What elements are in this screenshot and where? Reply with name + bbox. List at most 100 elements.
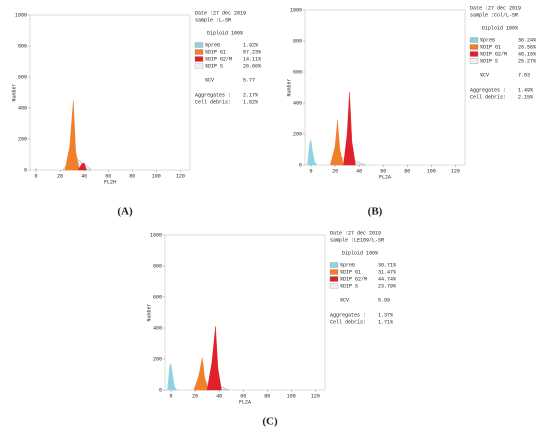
legend-name: %DIP S — [205, 63, 223, 69]
legend-swatch — [194, 63, 204, 69]
y-tick-label: 200 — [153, 356, 162, 362]
legend-swatch — [194, 56, 204, 62]
x-tick-label: 0 — [170, 393, 173, 399]
x-tick-label: 120 — [176, 173, 185, 179]
legend-swatch — [329, 276, 339, 282]
y-tick-label: 400 — [18, 105, 27, 111]
x-tick-label: 60 — [380, 168, 386, 174]
debris: 2.15% — [518, 94, 533, 100]
plot-frame — [164, 234, 326, 391]
legend-stat: 57.23% — [243, 49, 261, 55]
debris-label: Cell debris: — [195, 99, 231, 105]
x-tick-label: 60 — [105, 173, 111, 179]
y-tick-label: 1000 — [150, 232, 162, 238]
date: Date :27 dec 2019 — [470, 5, 521, 11]
y-tick-label: 1000 — [15, 12, 27, 18]
x-tick-label: 40 — [356, 168, 362, 174]
legend-stat: 31.47% — [378, 269, 396, 275]
histogram-peak — [167, 363, 178, 391]
sample: sample :L-SR — [195, 17, 231, 23]
legend-swatch — [194, 49, 204, 55]
caption: (B) — [368, 206, 383, 218]
y-tick-label: 200 — [293, 131, 302, 137]
legend-stat: 23.79% — [378, 283, 396, 289]
y-tick-label: 0 — [299, 162, 302, 168]
cv-label: %CV — [205, 77, 214, 83]
aggregates-label: Aggregates : — [195, 92, 231, 98]
y-axis-label: Number — [146, 303, 152, 321]
legend-name: %DIP G2/M — [205, 56, 232, 62]
diploid: Diploid 100% — [482, 25, 518, 31]
histogram-peak — [193, 357, 209, 391]
x-tick-label: 0 — [310, 168, 313, 174]
legend-name: %DIP G1 — [480, 44, 501, 50]
x-tick-label: 0 — [35, 173, 38, 179]
diploid: Diploid 100% — [342, 250, 378, 256]
legend-swatch — [469, 44, 479, 50]
legend-name: %DIP S — [340, 283, 358, 289]
x-axis-label: FL2A — [379, 174, 391, 180]
y-tick-label: 0 — [159, 387, 162, 393]
debris-label: Cell debris: — [470, 94, 506, 100]
legend-stat: 36.24% — [518, 37, 536, 43]
x-axis-label: FL2H — [104, 179, 116, 185]
y-axis-label: Number — [286, 78, 292, 96]
x-tick-label: 100 — [152, 173, 161, 179]
date: Date :27 dec 2019 — [195, 10, 246, 16]
plot-frame — [29, 14, 191, 171]
histogram-peak — [330, 120, 344, 166]
y-axis-label: Number — [11, 83, 17, 101]
y-tick-label: 200 — [18, 136, 27, 142]
legend-swatch — [469, 51, 479, 57]
legend-swatch — [329, 262, 339, 268]
x-tick-label: 20 — [332, 168, 338, 174]
histogram-peak — [307, 139, 318, 166]
y-tick-label: 800 — [18, 43, 27, 49]
debris: 1.82% — [243, 99, 258, 105]
legend-name: %DIP G1 — [340, 269, 361, 275]
histogram-peak — [34, 168, 38, 171]
aggregates-label: Aggregates : — [470, 87, 506, 93]
x-tick-label: 80 — [404, 168, 410, 174]
legend-swatch — [329, 269, 339, 275]
legend-swatch — [469, 37, 479, 43]
legend-stat: 44.74% — [378, 276, 396, 282]
debris: 1.71% — [378, 319, 393, 325]
aggregates-label: Aggregates : — [330, 312, 366, 318]
y-tick-label: 400 — [153, 325, 162, 331]
histogram-peak — [343, 92, 356, 166]
aggregates: 2.17% — [243, 92, 258, 98]
debris-label: Cell debris: — [330, 319, 366, 325]
date: Date :27 dec 2019 — [330, 230, 381, 236]
legend-name: %preG — [340, 262, 355, 268]
histogram-peak — [206, 326, 222, 391]
legend-swatch — [329, 283, 339, 289]
aggregates: 1.49% — [518, 87, 533, 93]
legend-name: %DIP S — [480, 58, 498, 64]
x-tick-label: 20 — [57, 173, 63, 179]
diploid: Diploid 100% — [207, 30, 243, 36]
y-tick-label: 600 — [293, 69, 302, 75]
x-axis-label: FL2A — [239, 399, 251, 405]
x-tick-label: 60 — [240, 393, 246, 399]
cv: 5.77 — [243, 77, 255, 83]
legend-swatch — [469, 58, 479, 64]
legend-stat: 26.58% — [518, 44, 536, 50]
y-tick-label: 1000 — [290, 7, 302, 13]
caption: (C) — [262, 416, 278, 428]
y-tick-label: 800 — [293, 38, 302, 44]
plot-frame — [304, 9, 466, 166]
y-tick-label: 0 — [24, 167, 27, 173]
legend-name: %DIP G1 — [205, 49, 226, 55]
x-tick-label: 80 — [264, 393, 270, 399]
y-tick-label: 600 — [153, 294, 162, 300]
legend-name: %preG — [480, 37, 495, 43]
legend-name: %preG — [205, 42, 220, 48]
cv: 7.03 — [518, 72, 530, 78]
cv-label: %CV — [480, 72, 489, 78]
sample: sample :Col/L-SR — [470, 12, 518, 18]
legend-stat: 25.27% — [518, 58, 536, 64]
x-tick-label: 100 — [427, 168, 436, 174]
cv: 5.99 — [378, 297, 390, 303]
legend-stat: 14.11% — [243, 56, 261, 62]
